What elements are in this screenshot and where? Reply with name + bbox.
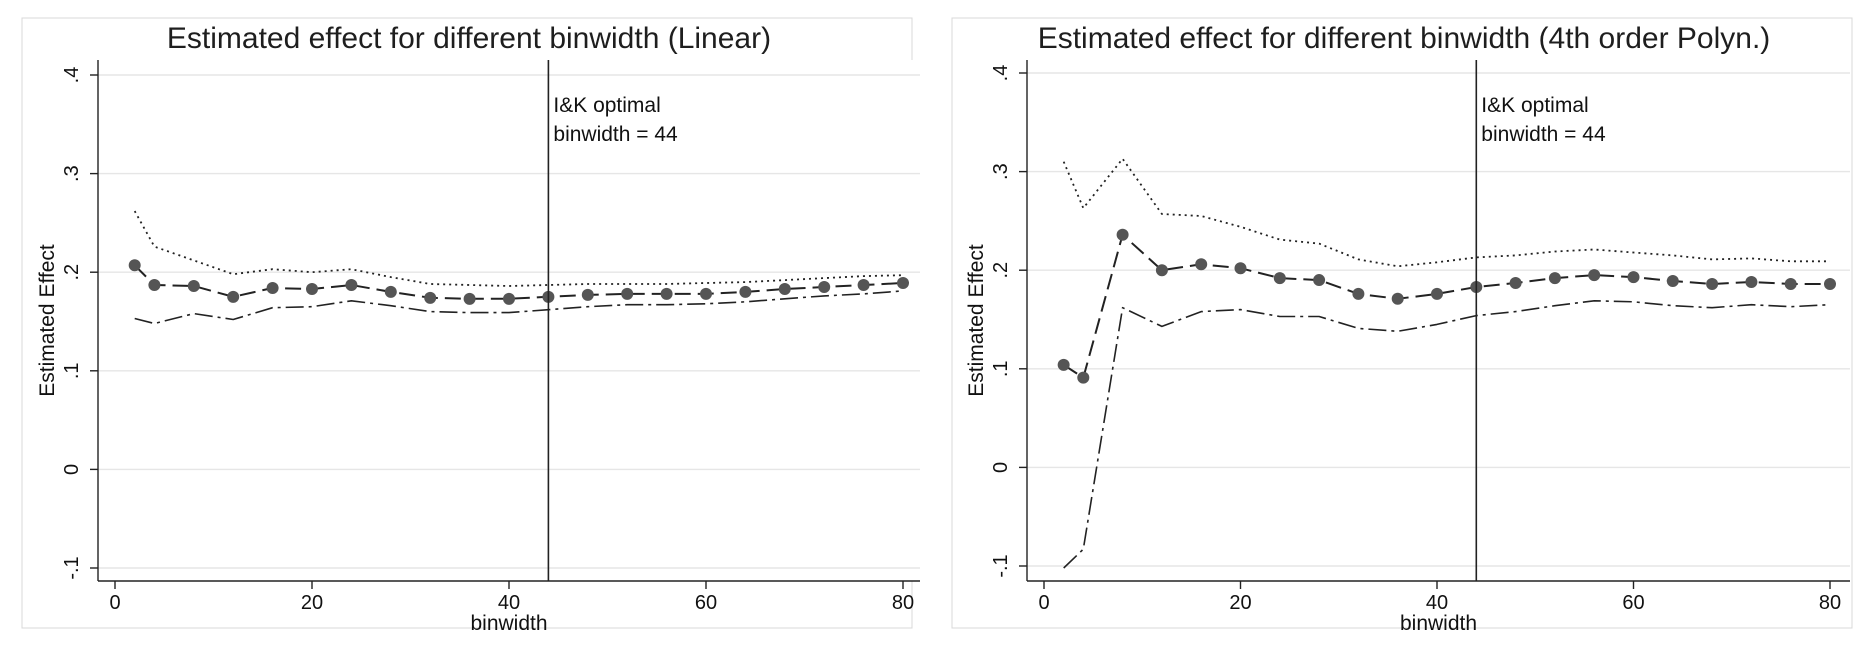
chart1-y-tick-label-2: .1 [61, 362, 83, 379]
chart2-estimate-point-15 [1627, 271, 1640, 284]
chart2-estimate-point-20 [1824, 278, 1836, 291]
chart1-estimate-point-4 [266, 281, 279, 294]
chart1-estimate-point-8 [424, 291, 437, 304]
chart2-estimate-point-4 [1195, 258, 1208, 271]
chart1-annotation-line1: I&K optimal [553, 94, 660, 117]
chart1-estimate-point-1 [148, 279, 161, 292]
chart2-y-tick-label-0: -.1 [990, 554, 1012, 577]
chart1-x-tick-label-1: 20 [301, 592, 323, 614]
chart1-estimate-point-20 [897, 277, 909, 290]
chart1-y-tick-label-1: 0 [61, 464, 83, 475]
chart1-y-axis-label: Estimated Effect [36, 244, 59, 397]
chart2-plot-area [1027, 60, 1850, 581]
chart2-estimate-point-13 [1548, 272, 1561, 285]
chart2-y-tick-label-2: .1 [990, 360, 1012, 377]
chart2-estimate-point-0 [1057, 358, 1070, 371]
chart2-estimate-point-18 [1745, 276, 1758, 289]
chart2-series-estimate-line [1063, 233, 1830, 379]
chart1-estimate-point-19 [857, 279, 870, 292]
chart2-x-tick-label-3: 60 [1622, 592, 1644, 614]
chart2-title: Estimated effect for different binwidth … [1038, 22, 1771, 55]
chart2-annotation-line2: binwidth = 44 [1481, 123, 1606, 146]
chart2-estimate-point-2 [1116, 228, 1129, 241]
chart1-x-tick-label-2: 40 [498, 592, 520, 614]
chart2-estimate-point-5 [1234, 262, 1247, 275]
chart2-series-upper-line [1062, 157, 1830, 268]
chart2-estimate-point-3 [1155, 264, 1168, 277]
chart2-y-tick-label-5: .4 [990, 65, 1012, 82]
chart2-y-tick-label-3: .2 [990, 262, 1012, 279]
chart2-x-tick-label-1: 20 [1229, 592, 1251, 614]
chart2-annotation-line1: I&K optimal [1481, 94, 1588, 117]
chart1-y-tick-label-5: .4 [61, 67, 83, 84]
chart2-x-axis-label: binwidth [1400, 612, 1477, 635]
chart1-annotation-line2: binwidth = 44 [553, 123, 678, 146]
chart2-x-tick-label-4: 80 [1819, 592, 1841, 614]
chart1-estimate-point-13 [621, 287, 634, 300]
chart1-title: Estimated effect for different binwidth … [167, 22, 771, 55]
chart1-estimate-point-10 [503, 292, 515, 305]
chart1-series-lower-line [134, 290, 904, 325]
chart1-estimate-point-17 [778, 282, 791, 295]
chart2-estimate-point-16 [1666, 275, 1679, 288]
chart1-x-axis-label: binwidth [470, 612, 547, 635]
chart2-estimate-point-7 [1313, 274, 1326, 287]
chart1-estimate-point-5 [306, 282, 318, 295]
chart1-estimate-point-3 [227, 290, 240, 303]
chart1-estimate-point-2 [187, 280, 200, 293]
chart2-estimate-point-1 [1077, 371, 1090, 384]
chart1-x-tick-label-3: 60 [695, 592, 717, 614]
chart1-y-tick-label-4: .3 [61, 165, 83, 182]
chart1-estimate-point-12 [581, 288, 594, 301]
chart2-x-tick-label-0: 0 [1038, 592, 1049, 614]
chart1-estimate-point-14 [660, 287, 673, 300]
chart2-y-tick-label-1: 0 [990, 462, 1012, 473]
chart2-series-lower-line [1063, 299, 1831, 569]
chart1-series-estimate-line [133, 264, 904, 300]
chart1-estimate-point-6 [345, 279, 358, 292]
chart1-y-tick-label-0: -.1 [61, 556, 83, 579]
chart1-estimate-point-18 [818, 280, 831, 293]
chart1-estimate-point-16 [739, 285, 752, 298]
chart2-estimate-point-17 [1706, 278, 1719, 291]
chart1-estimate-point-0 [128, 259, 141, 272]
chart1-estimate-point-7 [384, 285, 397, 298]
chart1-estimate-point-9 [463, 292, 476, 305]
chart2-y-axis-label: Estimated Effect [965, 244, 988, 397]
chart2-estimate-point-12 [1509, 277, 1522, 290]
chart2-estimate-point-10 [1431, 287, 1443, 300]
chart2-x-tick-label-2: 40 [1426, 592, 1448, 614]
chart1-estimate-point-15 [700, 287, 712, 300]
chart1-x-tick-label-4: 80 [892, 592, 914, 614]
chart1-y-tick-label-3: .2 [61, 264, 83, 281]
chart1-plot-area [98, 60, 920, 581]
chart2-estimate-point-9 [1391, 292, 1404, 305]
chart2-estimate-point-19 [1784, 278, 1797, 291]
chart1-x-tick-label-0: 0 [109, 592, 120, 614]
chart2-y-tick-label-4: .3 [990, 163, 1012, 180]
chart2-estimate-point-6 [1273, 272, 1286, 285]
chart2-estimate-point-8 [1352, 287, 1365, 300]
chart2-estimate-point-14 [1588, 269, 1601, 282]
